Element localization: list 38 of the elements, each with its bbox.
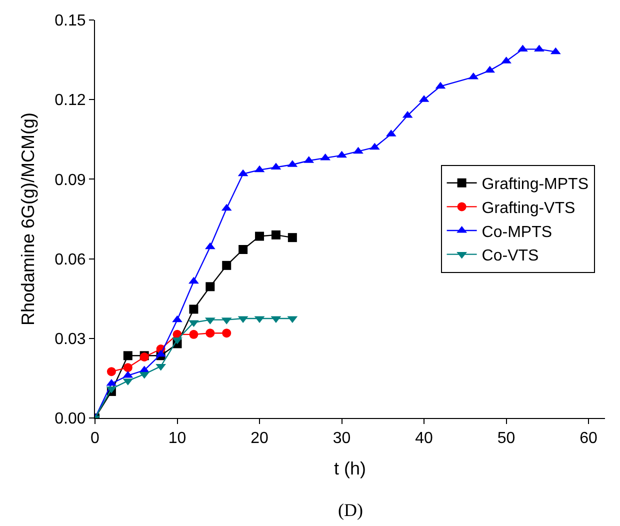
x-tick-label: 0 xyxy=(90,430,100,448)
point xyxy=(189,330,198,339)
text: (D) xyxy=(338,500,363,520)
point xyxy=(189,304,198,314)
legend-label: Grafting-VTS xyxy=(482,200,576,217)
x-tick-label: 10 xyxy=(168,430,186,448)
x-tick-label: 50 xyxy=(497,430,516,448)
legend-label: Co-VTS xyxy=(482,248,539,265)
point xyxy=(106,367,116,376)
point xyxy=(336,150,347,158)
point xyxy=(172,315,182,322)
x-axis-title: t (h) xyxy=(334,458,366,478)
point xyxy=(238,245,248,254)
point xyxy=(206,282,215,292)
y-axis-title: Rhodamine 6G(g)/MCM(g) xyxy=(18,112,38,326)
point xyxy=(172,337,182,344)
x-tick-label: 60 xyxy=(580,430,598,448)
point xyxy=(271,230,280,240)
y-tick-label: 0.00 xyxy=(54,410,86,428)
point xyxy=(123,363,132,372)
x-tick-label: 20 xyxy=(250,430,269,448)
point xyxy=(188,276,199,284)
y-tick-label: 0.03 xyxy=(54,331,86,348)
point xyxy=(206,328,215,338)
point xyxy=(222,260,232,270)
x-tick-label: 40 xyxy=(415,430,434,448)
y-tick-label: 0.09 xyxy=(54,172,86,189)
y-tick-label: 0.12 xyxy=(54,92,86,110)
point xyxy=(353,146,364,154)
point xyxy=(288,233,297,242)
point xyxy=(255,232,264,241)
x-tick-label: 30 xyxy=(332,430,351,448)
legend-label: Co-MPTS xyxy=(482,224,552,241)
y-tick-label: 0.15 xyxy=(54,12,86,30)
y-tick-label: 0.06 xyxy=(54,251,86,268)
point xyxy=(222,328,232,338)
legend-label: Grafting-MPTS xyxy=(482,176,588,194)
point xyxy=(123,351,132,360)
